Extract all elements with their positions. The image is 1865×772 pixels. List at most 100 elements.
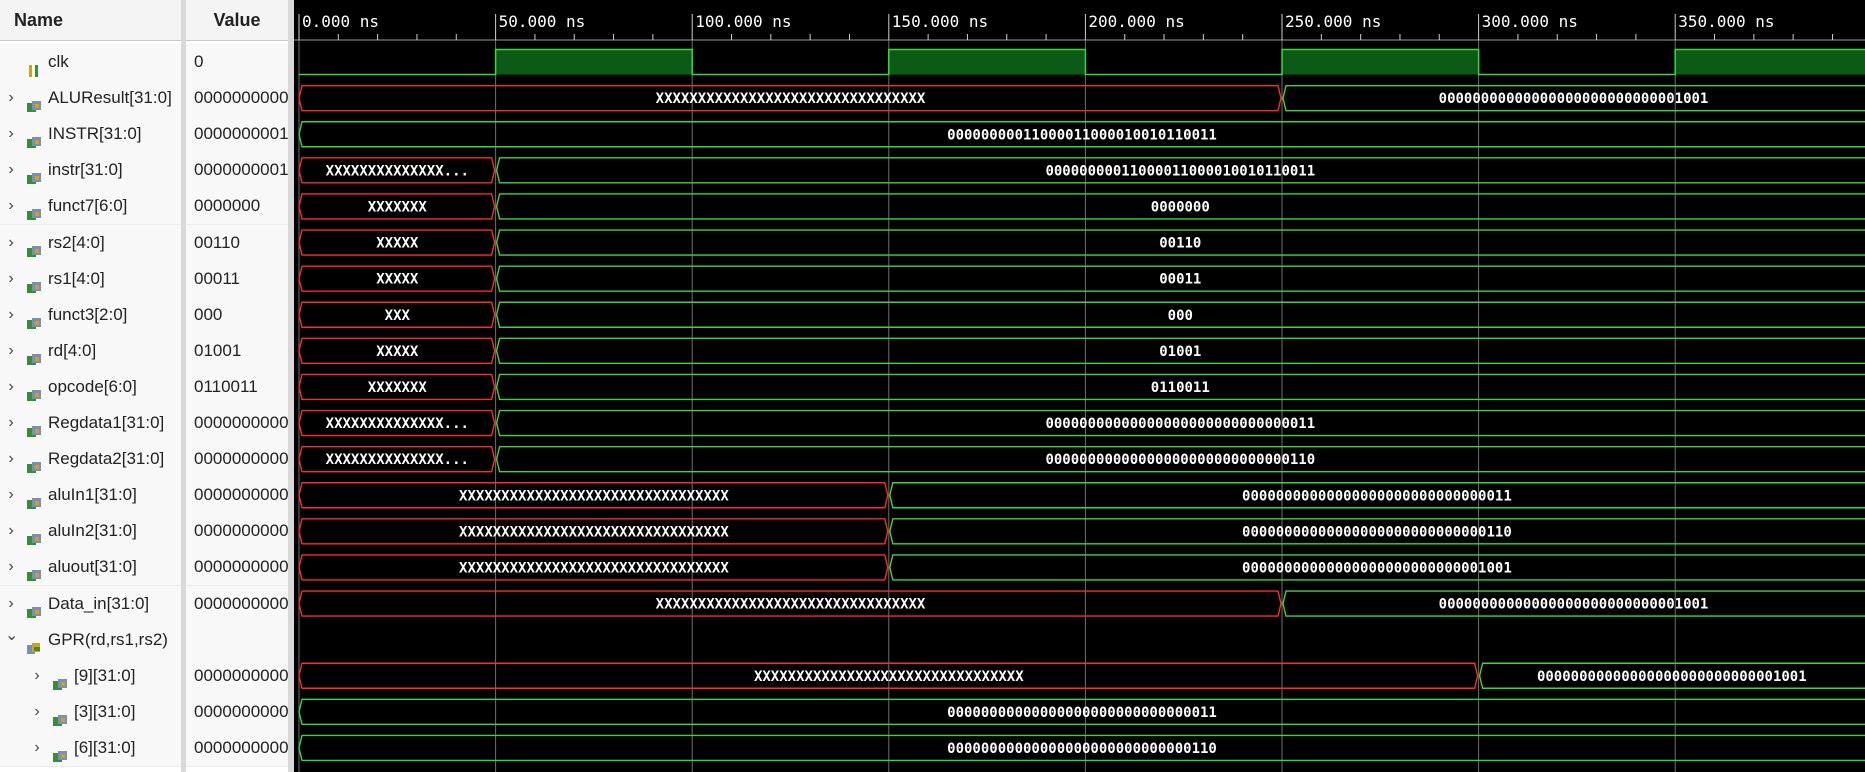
signal-row-18[interactable]: › [3][31:0] xyxy=(0,693,181,731)
waveform-19[interactable]: 00000000000000000000000000000110 xyxy=(298,734,1865,762)
signal-value-9[interactable]: 0110011 xyxy=(186,368,288,406)
bus-segment-1 xyxy=(495,193,1865,220)
waveform-11[interactable]: XXXXXXXXXXXXXX... 00000000000000000000000… xyxy=(298,445,1865,473)
chevron-right-icon[interactable]: › xyxy=(8,558,14,576)
waveform-10[interactable]: XXXXXXXXXXXXXX... 00000000000000000000000… xyxy=(298,409,1865,437)
bus-signal-icon xyxy=(52,741,68,762)
signal-row-19[interactable]: › [6][31:0] xyxy=(0,729,181,767)
chevron-right-icon[interactable]: › xyxy=(8,125,14,143)
bus-segment-1 xyxy=(495,445,1865,473)
waveform-15[interactable]: XXXXXXXXXXXXXXXXXXXXXXXXXXXXXXXX 00000000… xyxy=(298,590,1865,617)
tick-label-2: 100.000 ns xyxy=(695,12,791,31)
signal-value-18[interactable]: 0000000000 xyxy=(186,693,288,731)
clock-signal-icon xyxy=(26,55,42,77)
waveform-1[interactable]: XXXXXXXXXXXXXXXXXXXXXXXXXXXXXXXX 00000000… xyxy=(298,84,1865,112)
chevron-right-icon[interactable]: › xyxy=(8,414,14,431)
waveform-panel[interactable]: 0.000 ns 50.000 ns 100.000 ns 150.000 ns 200… xyxy=(294,0,1865,772)
signal-row-9[interactable]: › opcode[6:0] xyxy=(0,368,181,406)
waveform-17[interactable]: XXXXXXXXXXXXXXXXXXXXXXXXXXXXXXXX 00000000… xyxy=(298,662,1865,689)
chevron-right-icon[interactable]: › xyxy=(34,738,40,756)
signal-row-7[interactable]: › funct3[2:0] xyxy=(0,296,181,334)
signal-row-11[interactable]: › Regdata2[31:0] xyxy=(0,441,181,479)
waveform-5[interactable]: XXXXX 00110 xyxy=(298,229,1865,256)
waveform-6[interactable]: XXXXX 00011 xyxy=(298,265,1865,292)
signal-row-6[interactable]: › rs1[4:0] xyxy=(0,260,181,298)
signal-value-3[interactable]: 0000000001 xyxy=(186,152,288,190)
signal-value-4[interactable]: 0000000 xyxy=(186,188,288,226)
waveform-canvas[interactable]: 0.000 ns 50.000 ns 100.000 ns 150.000 ns 200… xyxy=(294,0,1865,772)
waveform-12[interactable]: XXXXXXXXXXXXXXXXXXXXXXXXXXXXXXXX 00000000… xyxy=(298,482,1865,509)
bus-value-label: 00000000000000000000000000000011 xyxy=(1045,416,1315,432)
signal-row-15[interactable]: › Data_in[31:0] xyxy=(0,585,181,623)
chevron-right-icon[interactable]: › xyxy=(8,450,14,468)
signal-row-3[interactable]: › instr[31:0] xyxy=(0,152,181,190)
waveform-14[interactable]: XXXXXXXXXXXXXXXXXXXXXXXXXXXXXXXX 00000000… xyxy=(298,554,1865,581)
signal-row-13[interactable]: › aluIn2[31:0] xyxy=(0,513,181,551)
signal-value-17[interactable]: 0000000000 xyxy=(186,657,288,695)
bus-segment-0 xyxy=(298,734,1865,762)
chevron-right-icon[interactable]: › xyxy=(34,702,40,720)
signal-value-16[interactable] xyxy=(186,621,288,659)
waveform-18[interactable]: 00000000000000000000000000000011 xyxy=(298,698,1865,726)
bus-segment-0 xyxy=(298,301,496,328)
waveform-2[interactable]: 00000000011000011000010010110011 xyxy=(298,121,1865,148)
signal-value-2[interactable]: 0000000001 xyxy=(186,116,288,154)
chevron-right-icon[interactable]: › xyxy=(34,666,40,684)
signal-row-8[interactable]: › rd[4:0] xyxy=(0,332,181,370)
name-column-header[interactable]: Name xyxy=(0,0,181,41)
bus-value-label: 00000000000000000000000000000011 xyxy=(947,705,1217,721)
bus-signal-icon xyxy=(26,236,42,257)
signal-row-12[interactable]: › aluIn1[31:0] xyxy=(0,477,181,515)
waveform-3[interactable]: XXXXXXXXXXXXXX... 00000000011000011000010… xyxy=(298,157,1865,184)
value-wave-splitter[interactable] xyxy=(288,0,294,772)
signal-value-11[interactable]: 0000000000 xyxy=(186,441,288,479)
waveform-7[interactable]: XXX 000 xyxy=(298,301,1865,328)
signal-row-16[interactable]: ⌄ GPR(rd,rs1,rs2) xyxy=(0,621,181,659)
signal-row-10[interactable]: › Regdata1[31:0] xyxy=(0,405,181,442)
signal-row-1[interactable]: › ALUResult[31:0] xyxy=(0,80,181,118)
signal-value-14[interactable]: 0000000000 xyxy=(186,549,288,587)
signal-row-2[interactable]: › INSTR[31:0] xyxy=(0,116,181,154)
signal-row-14[interactable]: › aluout[31:0] xyxy=(0,549,181,587)
signal-value-8[interactable]: 01001 xyxy=(186,332,288,370)
chevron-right-icon[interactable]: › xyxy=(8,486,14,504)
chevron-right-icon[interactable]: › xyxy=(8,89,14,107)
bus-segment-1 xyxy=(889,482,1865,509)
signal-value-5[interactable]: 00110 xyxy=(186,224,288,262)
waveform-13[interactable]: XXXXXXXXXXXXXXXXXXXXXXXXXXXXXXXX 00000000… xyxy=(298,518,1865,545)
signal-value-7[interactable]: 000 xyxy=(186,296,288,334)
name-value-splitter[interactable] xyxy=(181,0,186,772)
signal-value-13[interactable]: 0000000000 xyxy=(186,513,288,551)
tick-label-0: 0.000 ns xyxy=(302,12,379,31)
signal-row-4[interactable]: › funct7[6:0] xyxy=(0,188,181,226)
chevron-right-icon[interactable]: › xyxy=(8,161,14,179)
waveform-9[interactable]: XXXXXXX 0110011 xyxy=(298,373,1865,401)
signal-value-19[interactable]: 0000000000 xyxy=(186,729,288,767)
bus-value-label: 000 xyxy=(1168,308,1193,324)
signal-row-0[interactable]: clk xyxy=(0,44,181,81)
signal-value-0[interactable]: 0 xyxy=(186,44,288,81)
chevron-right-icon[interactable]: › xyxy=(8,341,14,359)
signal-value-10[interactable]: 0000000000 xyxy=(186,405,288,442)
time-ruler[interactable] xyxy=(294,0,1865,40)
signal-value-12[interactable]: 0000000000 xyxy=(186,477,288,515)
signal-row-17[interactable]: › [9][31:0] xyxy=(0,657,181,695)
chevron-right-icon[interactable]: › xyxy=(8,594,14,612)
chevron-right-icon[interactable]: › xyxy=(8,377,14,395)
bus-signal-icon xyxy=(26,452,42,474)
chevron-right-icon[interactable]: › xyxy=(8,522,14,540)
signal-value-15[interactable]: 0000000000 xyxy=(186,585,288,623)
waveform-4[interactable]: XXXXXXX 0000000 xyxy=(298,193,1865,220)
chevron-right-icon[interactable]: › xyxy=(8,269,14,287)
value-column-header[interactable]: Value xyxy=(186,0,288,41)
signal-row-5[interactable]: › rs2[4:0] xyxy=(0,224,181,262)
waveform-0[interactable] xyxy=(299,48,1865,76)
chevron-right-icon[interactable]: › xyxy=(8,233,14,251)
signal-value-6[interactable]: 00011 xyxy=(186,260,288,298)
bus-value-label: XXXXXXXXXXXXXX... xyxy=(326,416,469,432)
signal-value-1[interactable]: 0000000000 xyxy=(186,80,288,118)
chevron-right-icon[interactable]: › xyxy=(8,197,14,215)
chevron-right-icon[interactable]: › xyxy=(8,305,14,323)
chevron-down-icon[interactable]: ⌄ xyxy=(5,626,19,644)
waveform-8[interactable]: XXXXX 01001 xyxy=(298,337,1865,365)
